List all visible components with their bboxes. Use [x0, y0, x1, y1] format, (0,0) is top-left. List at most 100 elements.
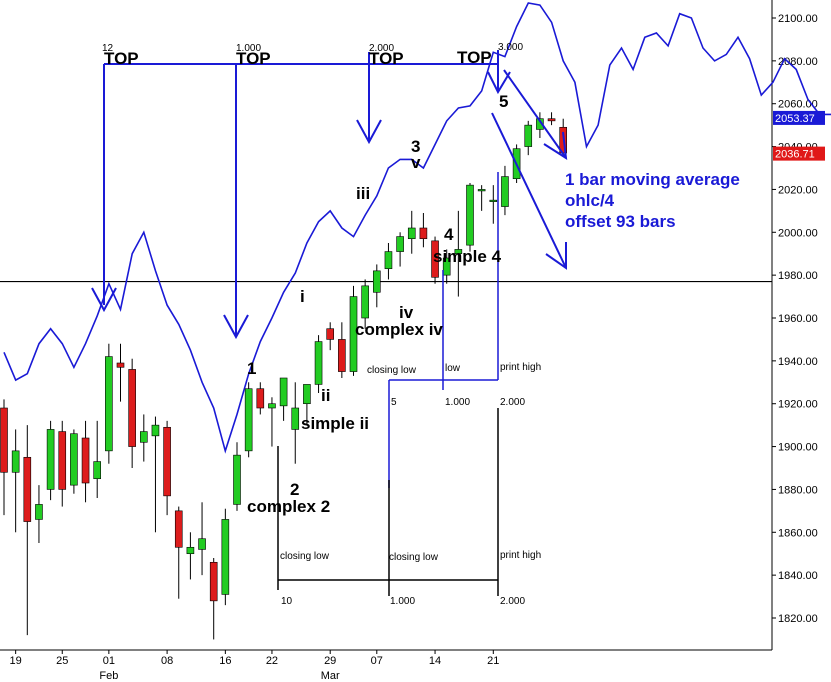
- candle-body: [140, 431, 148, 443]
- candle-body: [0, 407, 8, 473]
- candle-body: [209, 561, 218, 602]
- wave-iv-label: iv: [399, 303, 414, 322]
- candle-body: [489, 199, 498, 202]
- y-tick-label: 1840.00: [778, 570, 818, 582]
- candle-body: [128, 369, 136, 447]
- candle-body: [151, 424, 160, 437]
- candle-body: [501, 176, 509, 207]
- y-tick-label: 1860.00: [778, 527, 818, 539]
- y-tick-label: 1940.00: [778, 356, 818, 368]
- candles-layer: [0, 112, 568, 640]
- y-tick-label: 2000.00: [778, 227, 818, 239]
- candle-body: [58, 431, 67, 490]
- candle-body: [547, 118, 556, 122]
- lower-measure-box: [277, 408, 499, 596]
- top-arrow-4-head: [487, 71, 511, 95]
- candle-body: [163, 426, 171, 497]
- wave-4-note: simple 4: [433, 247, 502, 266]
- candle-body: [279, 377, 288, 407]
- upper-1000-label: 1.000: [445, 397, 470, 408]
- candle-body: [466, 184, 474, 246]
- lower-closing-low-a-label: closing low: [280, 551, 330, 562]
- upper-2000-label: 2.000: [500, 397, 525, 408]
- x-tick-label: 21: [487, 655, 499, 667]
- candle-body: [454, 249, 463, 255]
- candle-body: [349, 296, 358, 372]
- upper-low-label: low: [445, 363, 461, 374]
- x-tick-label: 01: [103, 655, 115, 667]
- ma-note-line-2: ohlc/4: [565, 191, 615, 210]
- y-tick-label: 1900.00: [778, 442, 818, 454]
- candle-body: [116, 362, 125, 368]
- wave-5-label: 5: [499, 92, 508, 111]
- candle-body: [11, 450, 20, 473]
- wave-i-label: i: [300, 287, 305, 306]
- wave-iii-label: iii: [356, 184, 370, 203]
- cycle-number-2: 1.000: [236, 43, 261, 54]
- top-arrow-2-head: [223, 314, 249, 340]
- candle-body: [419, 227, 428, 240]
- y-tick-label: 1960.00: [778, 313, 818, 325]
- candle-body: [70, 433, 78, 486]
- price-tag-box: [773, 146, 825, 161]
- candle-body: [233, 454, 241, 505]
- x-tick-label: 25: [56, 655, 68, 667]
- candle-body: [105, 356, 113, 452]
- x-tick-label: 07: [371, 655, 383, 667]
- wave-iv-note: complex iv: [355, 320, 443, 339]
- top-arrow-3-head: [356, 119, 382, 145]
- x-tick-label: 19: [10, 655, 22, 667]
- price-tag-label: 2036.71: [775, 149, 815, 161]
- wave-1-label: 1: [247, 359, 256, 378]
- candle-body: [291, 407, 300, 430]
- wave-ii-label: ii: [321, 386, 330, 405]
- y-tick-labels: 1820.00 1840.00 1860.00 1880.00 1900.00 1920.…: [772, 13, 818, 625]
- candle-body: [221, 519, 230, 595]
- x-tick-label: 14: [429, 655, 441, 667]
- y-tick-label: 1980.00: [778, 270, 818, 282]
- candle-body: [256, 388, 265, 409]
- upper-measure-box: [388, 172, 499, 488]
- lower-1000-label: 1.000: [390, 596, 415, 607]
- price-tag-label: 2053.37: [775, 113, 815, 125]
- upper-5-label: 5: [391, 397, 397, 408]
- month-label: Feb: [99, 670, 118, 682]
- x-tick-labels: 19 25 01 08 16 22 29 07 14 21 Feb Mar: [10, 650, 499, 682]
- projection-arrow-2-head: [545, 242, 567, 270]
- candle-body: [338, 339, 346, 372]
- candle-body: [174, 510, 183, 548]
- price-tag-box: [773, 110, 825, 125]
- ma-note-line-3: offset 93 bars: [565, 212, 676, 231]
- moving-average-line: [3, 2, 831, 454]
- candle-body: [524, 124, 533, 147]
- candle-body: [396, 236, 404, 252]
- y-tick-label: 2100.00: [778, 13, 818, 25]
- candle-body: [35, 504, 43, 520]
- wave-3-label: 3: [411, 137, 420, 156]
- candle-body: [46, 429, 55, 490]
- candle-body: [536, 118, 544, 130]
- candle-body: [407, 227, 416, 240]
- candle-body: [303, 384, 311, 405]
- candle-body: [361, 285, 369, 319]
- month-label: Mar: [321, 670, 340, 682]
- x-tick-label: 16: [219, 655, 231, 667]
- cycle-number-3: 2.000: [369, 43, 394, 54]
- lower-10-label: 10: [281, 596, 293, 607]
- x-tick-label: 22: [266, 655, 278, 667]
- candle-body: [244, 388, 253, 452]
- wave-ii-note: simple ii: [301, 414, 369, 433]
- top-label-4: TOP: [457, 48, 492, 67]
- wave-4-label: 4: [444, 225, 454, 244]
- upper-closing-low-label: closing low: [367, 365, 417, 376]
- top-label-3: TOP: [369, 49, 404, 68]
- candle-body: [81, 437, 90, 484]
- lower-closing-low-b-label: closing low: [389, 552, 439, 563]
- candle-body: [372, 270, 381, 293]
- y-tick-label: 1880.00: [778, 484, 818, 496]
- axes: [0, 0, 773, 651]
- top-label-1: TOP: [104, 49, 139, 68]
- x-tick-label: 08: [161, 655, 173, 667]
- y-tick-label: 2020.00: [778, 184, 818, 196]
